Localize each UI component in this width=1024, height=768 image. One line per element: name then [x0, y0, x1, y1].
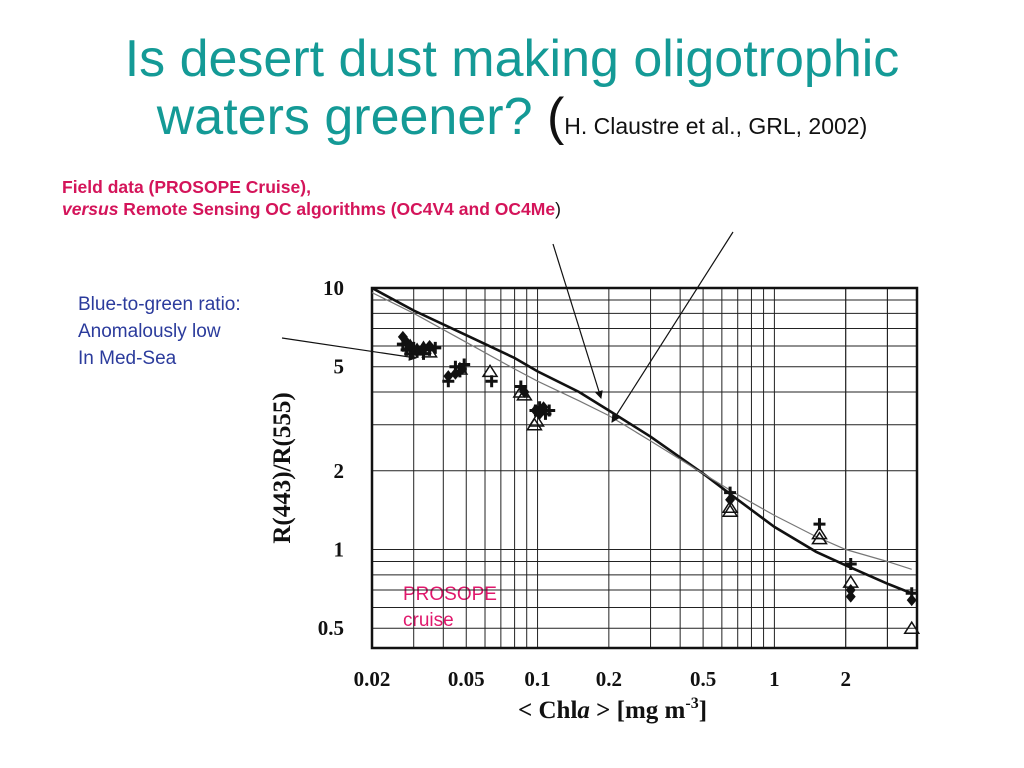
- prosope-label: PROSOPE cruise: [403, 582, 497, 634]
- data-point-triangle: [451, 361, 469, 375]
- data-point-triangle: [903, 620, 921, 634]
- y-tick-labels: 10 5 2 1 0.5: [318, 276, 344, 640]
- data-point-triangle: [528, 413, 545, 427]
- data-point-triangle: [516, 387, 533, 401]
- prosope-line1: PROSOPE: [403, 584, 497, 605]
- x-axis-label: < Chla > [mg m-3]: [518, 695, 707, 724]
- subtitle-rest: Remote Sensing OC algorithms (OC4V4 and …: [118, 199, 556, 219]
- data-point-triangle: [415, 340, 432, 354]
- data-point-diamond: [725, 493, 736, 506]
- data-point-triangle: [401, 338, 419, 352]
- data-point-diamond: [906, 594, 917, 607]
- note-line1: Blue-to-green ratio:: [78, 294, 241, 315]
- data-point-diamond: [443, 370, 454, 383]
- data-point-triangle: [408, 342, 426, 356]
- slide-title: Is desert dust making oligotrophic water…: [0, 30, 1024, 155]
- title-line1: Is desert dust making oligotrophic: [124, 30, 900, 88]
- data-point-triangle: [721, 503, 739, 518]
- grid: [372, 288, 917, 648]
- data-point-triangle: [842, 574, 860, 588]
- arrow-oc4v4: [552, 243, 603, 399]
- data-points: [396, 330, 921, 634]
- algorithm-curves: [371, 286, 913, 595]
- y-tick-label: 5: [334, 355, 345, 379]
- y-tick-label: 0.5: [318, 616, 344, 640]
- y-tick-label: 1: [334, 537, 345, 561]
- y-axis-label: R(443)/R(555): [269, 392, 296, 543]
- data-point-diamond: [457, 363, 468, 376]
- slide-subtitle: Field data (PROSOPE Cruise), versus Remo…: [62, 176, 561, 220]
- arrow-oc4me: [611, 231, 734, 423]
- note-line2: Anomalously low: [78, 321, 221, 342]
- blue-green-note: Blue-to-green ratio: Anomalously low In …: [78, 291, 241, 372]
- x-axis-label-ital: a: [577, 697, 590, 724]
- x-tick-labels: 0.02 0.05 0.1 0.2 0.5 1 2: [354, 667, 851, 691]
- data-point-triangle: [512, 384, 530, 398]
- x-tick-label: 0.5: [690, 667, 716, 691]
- x-tick-label: 1: [769, 667, 780, 691]
- subtitle-close: ): [555, 199, 561, 219]
- x-axis-label-sup: -3: [685, 695, 698, 712]
- title-line2: waters greener?: [156, 88, 533, 146]
- y-tick-label: 2: [334, 459, 345, 483]
- data-point-triangle: [811, 526, 828, 540]
- x-tick-label: 0.02: [354, 667, 391, 691]
- curve-oc4v4: [371, 286, 913, 595]
- x-axis-label-pre: < Chl: [518, 697, 577, 724]
- subtitle-versus: versus: [62, 199, 119, 219]
- curve-oc4me: [371, 292, 912, 570]
- note-line3: In Med-Sea: [78, 348, 177, 369]
- y-tick-label: 10: [323, 276, 344, 300]
- x-axis-label-end: ]: [699, 697, 707, 724]
- prosope-line2: cruise: [403, 610, 454, 631]
- data-point-diamond: [538, 401, 549, 414]
- title-paren: (: [546, 88, 565, 146]
- plot-frame: [370, 286, 919, 650]
- x-tick-label: 0.1: [524, 667, 550, 691]
- subtitle-line1: Field data (PROSOPE Cruise),: [62, 177, 311, 197]
- data-point-diamond: [845, 590, 856, 603]
- x-axis-label-post: > [mg m: [590, 697, 686, 724]
- data-point-cross: [844, 558, 857, 571]
- x-tick-label: 0.05: [448, 667, 485, 691]
- data-point-triangle: [721, 499, 739, 514]
- data-point-triangle: [421, 344, 438, 358]
- x-tick-label: 0.2: [596, 667, 622, 691]
- title-citation: H. Claustre et al., GRL, 2002): [564, 113, 868, 139]
- data-point-cross: [485, 375, 498, 388]
- arrow-med-sea: [281, 337, 417, 361]
- data-point-triangle: [811, 531, 828, 545]
- data-point-triangle: [481, 363, 499, 378]
- annotation-arrows: [281, 231, 734, 423]
- x-tick-label: 2: [840, 667, 851, 691]
